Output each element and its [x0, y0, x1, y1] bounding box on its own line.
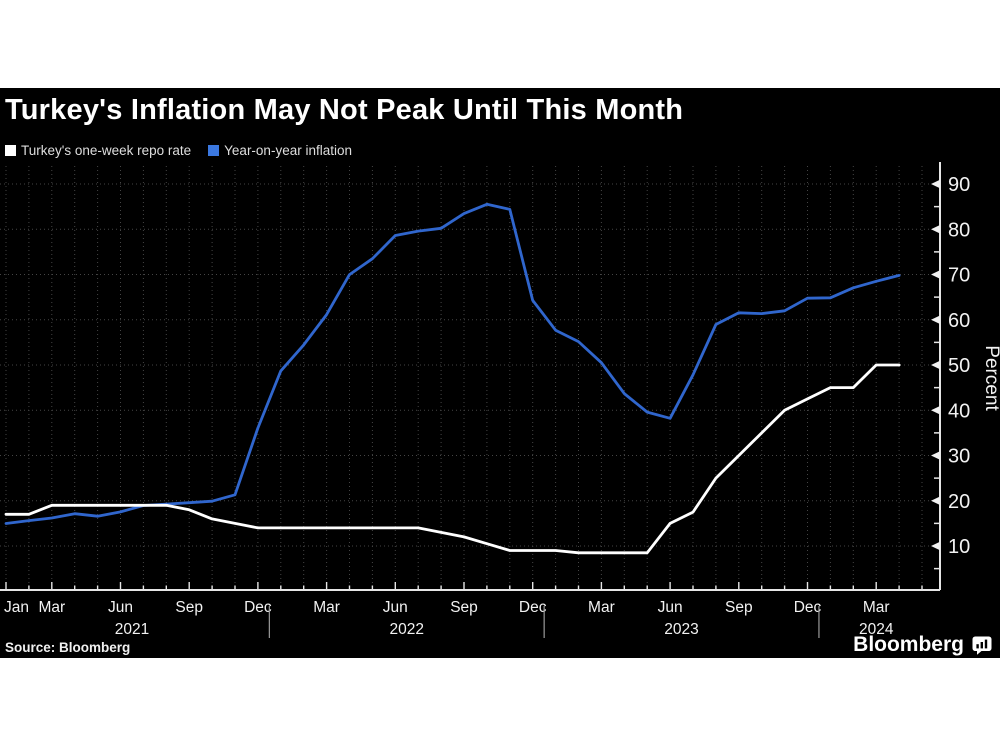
svg-text:20: 20 [948, 491, 970, 513]
svg-text:Mar: Mar [863, 599, 890, 616]
svg-text:80: 80 [948, 219, 970, 241]
svg-text:40: 40 [948, 400, 970, 422]
svg-text:Jan: Jan [4, 599, 29, 616]
svg-text:Dec: Dec [794, 599, 822, 616]
svg-text:Sep: Sep [725, 599, 753, 616]
svg-text:Mar: Mar [38, 599, 65, 616]
legend-label-repo-rate: Turkey's one-week repo rate [21, 143, 192, 158]
svg-text:50: 50 [948, 355, 970, 377]
svg-text:Jun: Jun [658, 599, 683, 616]
chart-title: Turkey's Inflation May Not Peak Until Th… [5, 94, 684, 126]
svg-text:60: 60 [948, 310, 970, 332]
chart-card: 10 20 30 40 50 60 70 80 90 Percent Jan Mar Jun Sep Dec… [0, 88, 1000, 658]
svg-text:Dec: Dec [519, 599, 547, 616]
svg-text:Sep: Sep [175, 599, 203, 616]
svg-text:70: 70 [948, 265, 970, 287]
chart-legend: Turkey's one-week repo rate Year-on-year… [5, 143, 369, 158]
svg-text:Jun: Jun [383, 599, 408, 616]
white-square-swatch-icon [5, 145, 16, 156]
svg-text:90: 90 [948, 174, 970, 196]
svg-text:10: 10 [948, 536, 970, 558]
svg-text:Sep: Sep [450, 599, 478, 616]
source-credit: Source: Bloomberg [5, 640, 131, 655]
svg-text:Mar: Mar [588, 599, 615, 616]
legend-item-inflation: Year-on-year inflation [208, 143, 352, 158]
svg-text:2023: 2023 [664, 621, 698, 638]
bloomberg-logo: Bloomberg [853, 633, 992, 657]
bloomberg-terminal-bubble-icon [972, 636, 992, 655]
svg-text:2021: 2021 [115, 621, 149, 638]
legend-item-repo-rate: Turkey's one-week repo rate [5, 143, 191, 158]
svg-text:2024: 2024 [859, 621, 894, 638]
bloomberg-logo-text: Bloomberg [853, 633, 964, 656]
svg-text:Jun: Jun [108, 599, 133, 616]
svg-text:2022: 2022 [390, 621, 424, 638]
legend-label-inflation: Year-on-year inflation [224, 143, 352, 158]
blue-square-swatch-icon [208, 145, 220, 156]
svg-text:Percent: Percent [981, 345, 1000, 411]
svg-text:Dec: Dec [244, 599, 272, 616]
svg-text:30: 30 [948, 446, 970, 468]
line-chart: 10 20 30 40 50 60 70 80 90 Percent Jan Mar Jun Sep Dec… [0, 162, 1000, 638]
svg-text:Mar: Mar [313, 599, 340, 616]
